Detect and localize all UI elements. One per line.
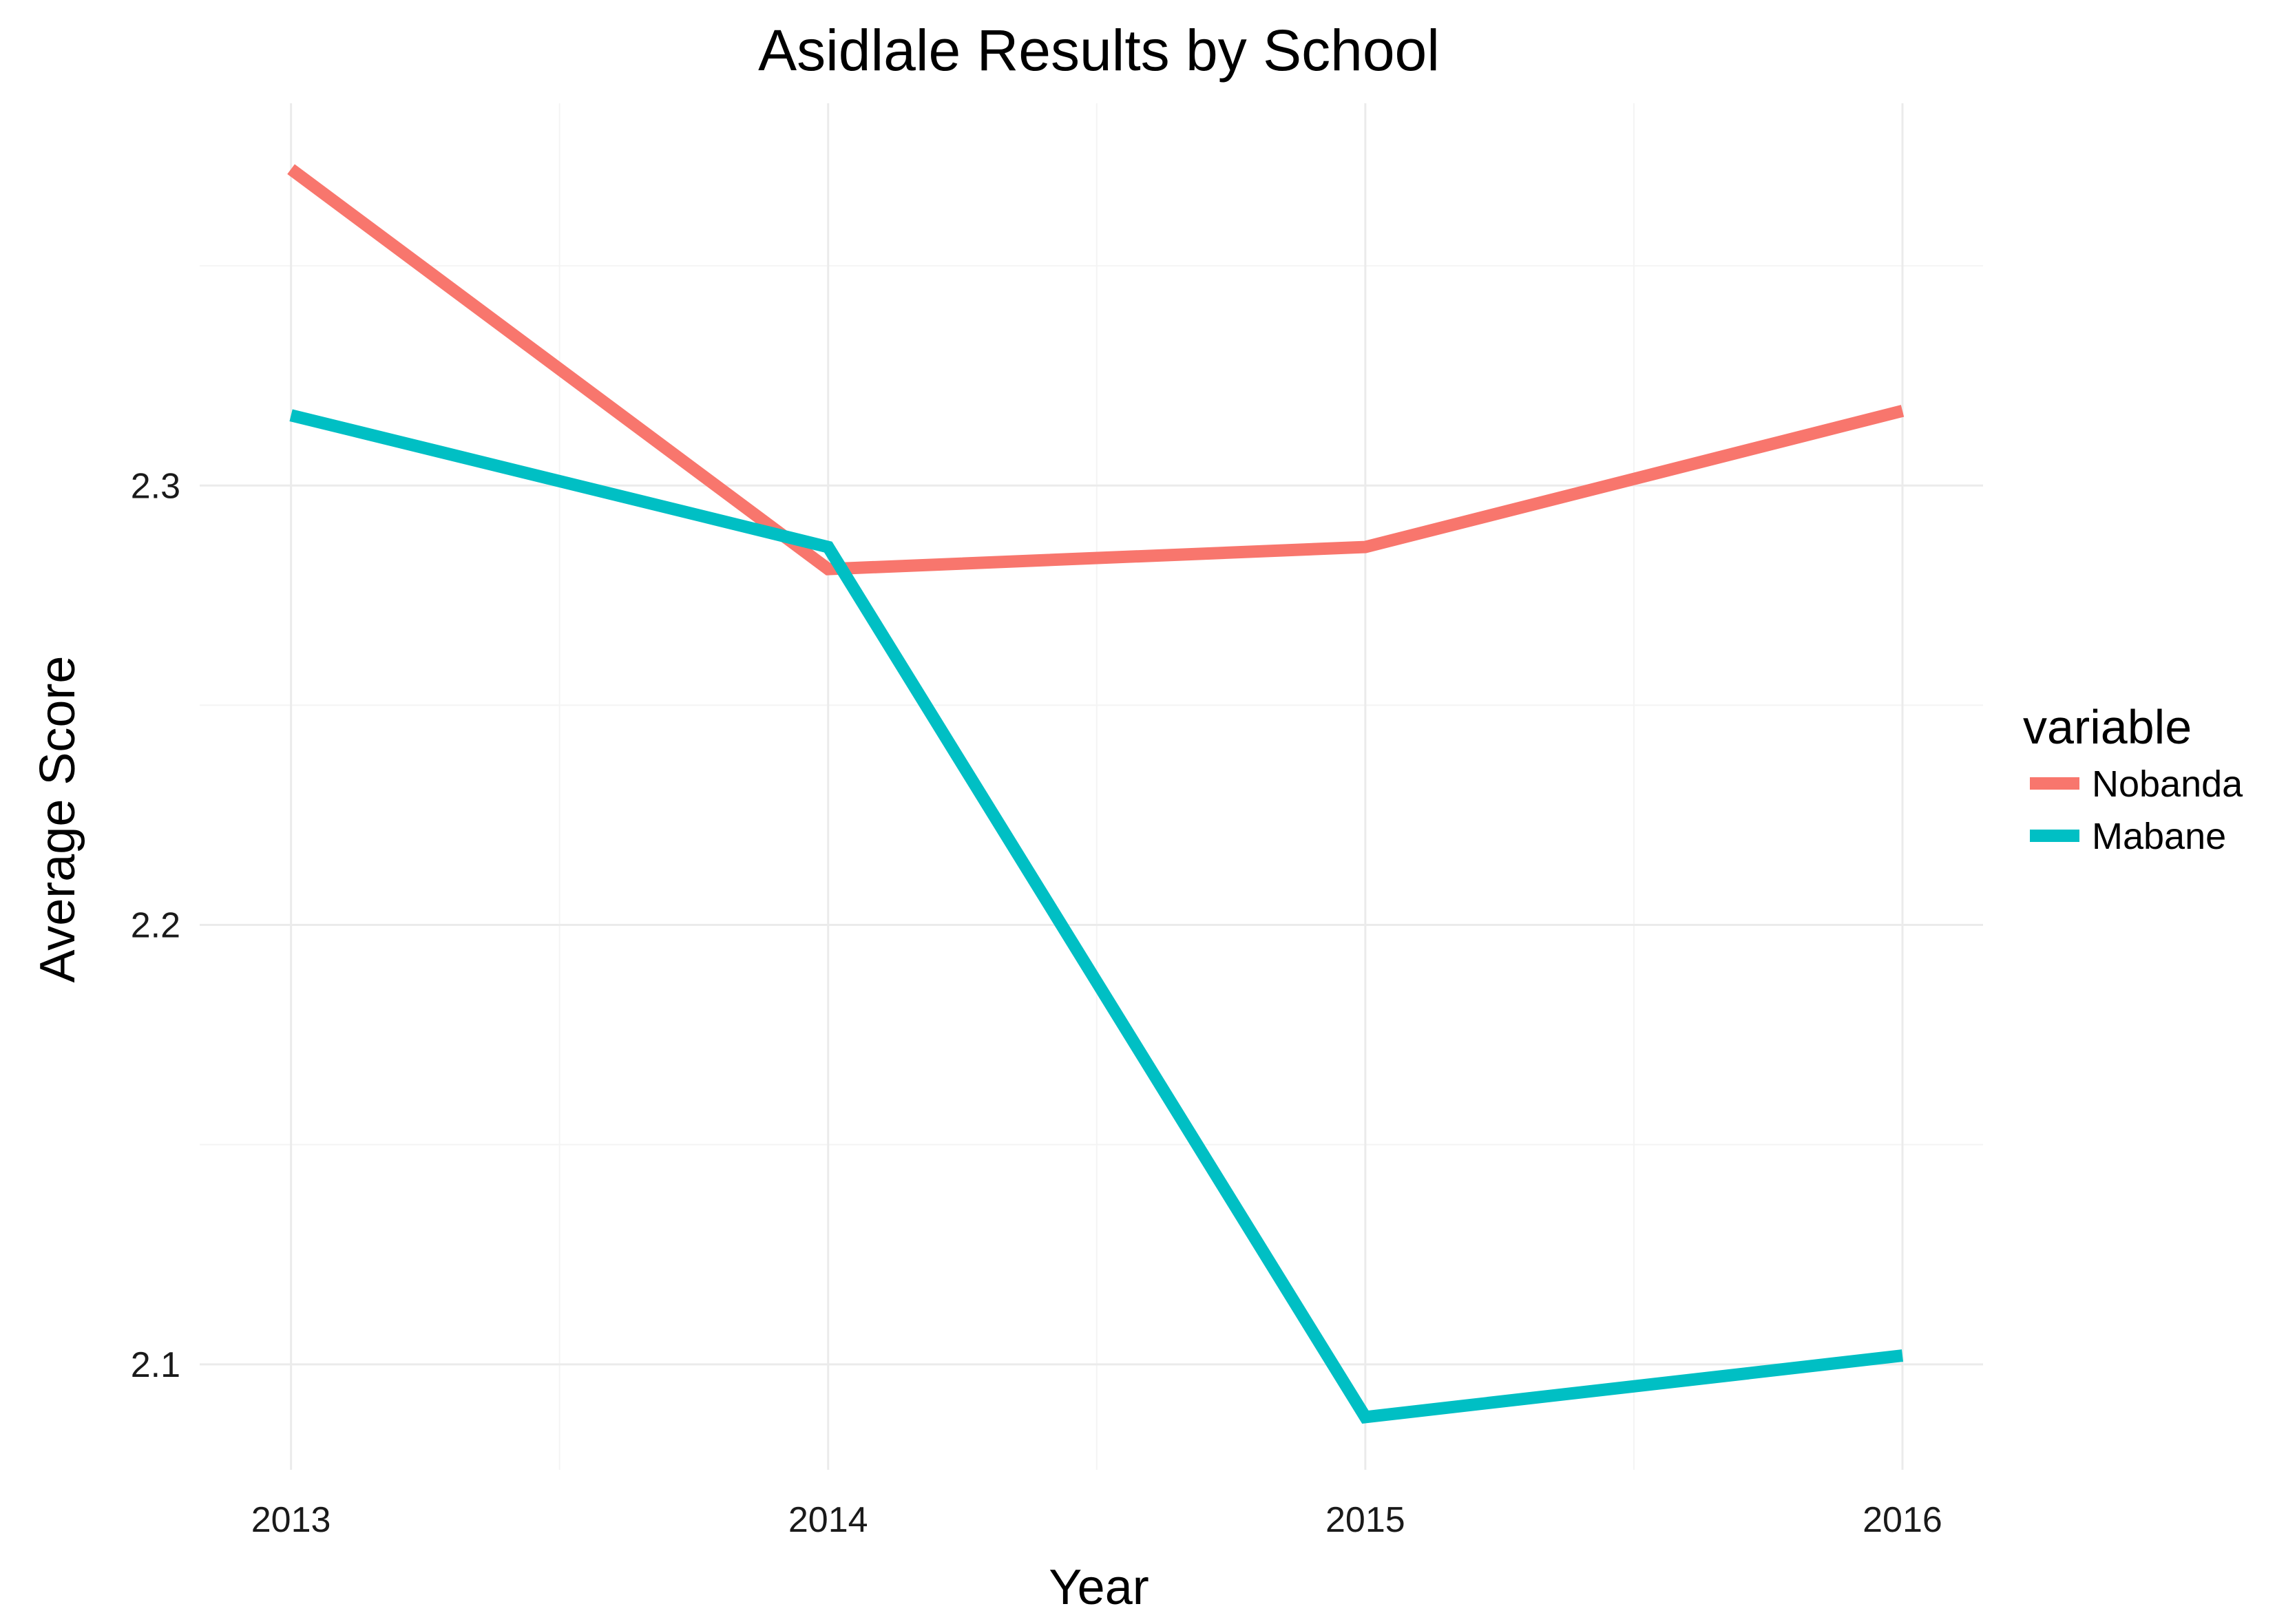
x-axis-ticks: 2013 2014 2015 2016 bbox=[251, 1500, 1942, 1540]
y-axis-title: Average Score bbox=[30, 656, 85, 983]
series-lines bbox=[287, 164, 1905, 1424]
legend-title: variable bbox=[2023, 700, 2192, 754]
x-tick-label: 2013 bbox=[251, 1500, 331, 1540]
series-line-mabane bbox=[289, 409, 1904, 1424]
x-tick-label: 2015 bbox=[1325, 1500, 1405, 1540]
x-tick-label: 2014 bbox=[788, 1500, 868, 1540]
x-tick-label: 2016 bbox=[1863, 1500, 1942, 1540]
legend-label-mabane: Mabane bbox=[2092, 816, 2226, 857]
legend: variable Nobanda Mabane bbox=[2023, 700, 2243, 857]
y-tick-label: 2.1 bbox=[131, 1345, 180, 1385]
legend-items: Nobanda Mabane bbox=[2030, 763, 2243, 857]
y-axis-ticks: 2.1 2.2 2.3 bbox=[131, 466, 180, 1385]
chart-title: Asidlale Results by School bbox=[758, 18, 1440, 83]
x-axis-title: Year bbox=[1049, 1560, 1149, 1615]
grid bbox=[200, 103, 1983, 1470]
y-tick-label: 2.3 bbox=[131, 466, 180, 506]
series-line-nobanda bbox=[287, 164, 1905, 576]
legend-label-nobanda: Nobanda bbox=[2092, 763, 2243, 805]
y-tick-label: 2.2 bbox=[131, 906, 180, 946]
